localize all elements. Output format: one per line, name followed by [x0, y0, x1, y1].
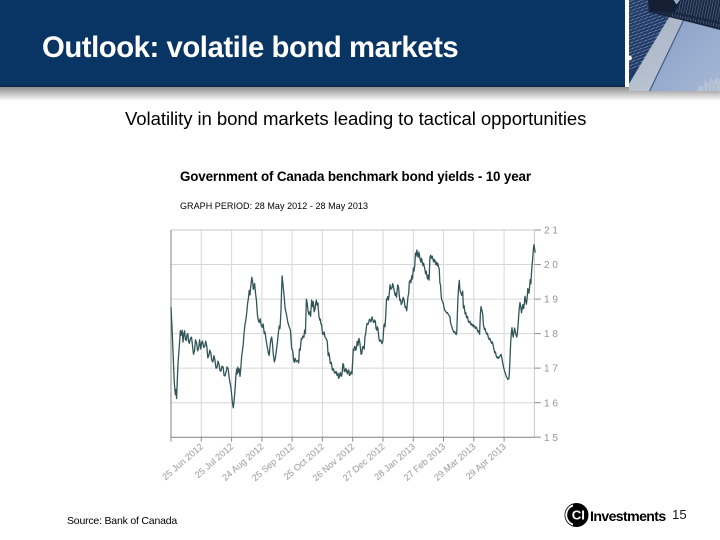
svg-text:1 9: 1 9	[544, 295, 558, 306]
svg-text:1 6: 1 6	[544, 398, 558, 409]
svg-text:2 1: 2 1	[544, 226, 558, 237]
svg-text:2 0: 2 0	[544, 260, 558, 271]
svg-text:CI: CI	[572, 508, 585, 523]
svg-text:1 8: 1 8	[544, 329, 558, 340]
svg-text:1 5: 1 5	[544, 433, 558, 444]
svg-text:1 7: 1 7	[544, 364, 558, 375]
